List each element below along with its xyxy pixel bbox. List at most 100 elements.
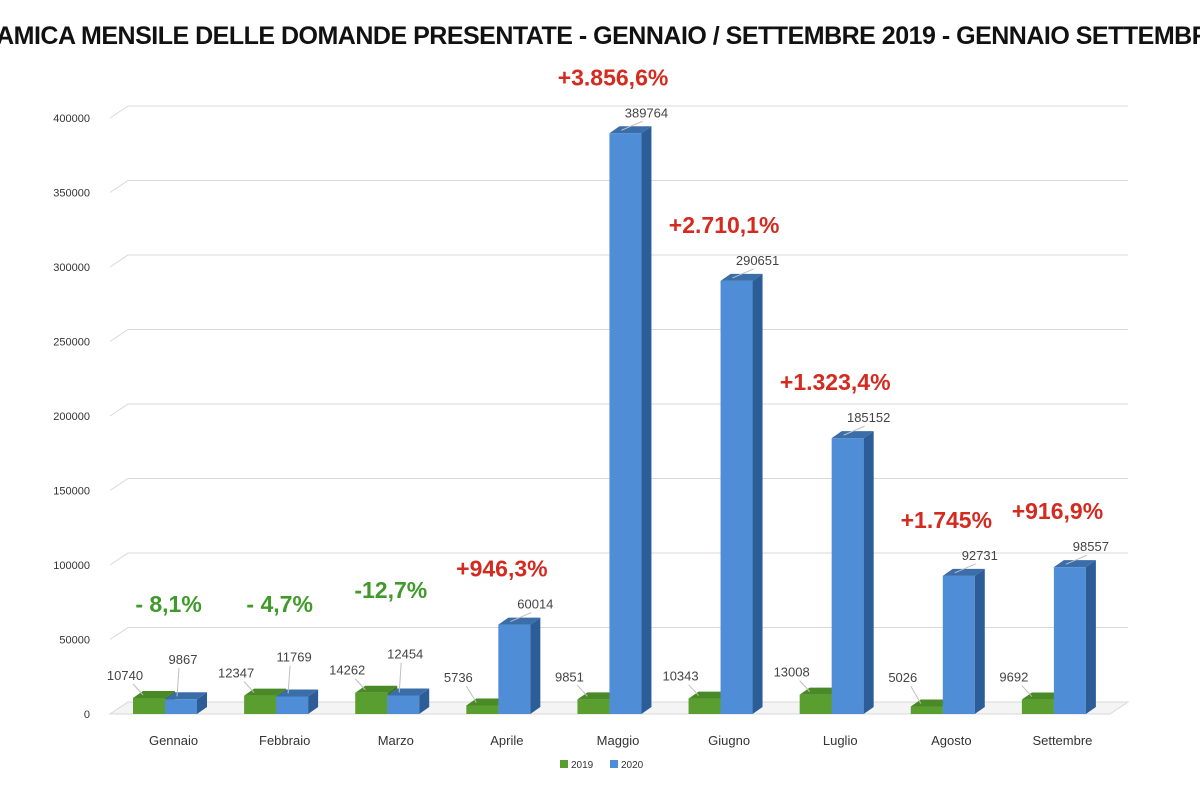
bar-2019-front bbox=[799, 694, 832, 714]
bar-2020-top bbox=[498, 617, 541, 625]
bar-2020-side bbox=[419, 688, 430, 714]
leader-line bbox=[688, 684, 699, 696]
bar-2019-front bbox=[244, 695, 277, 714]
y-tick-label: 350000 bbox=[53, 188, 90, 200]
bar-2019-top bbox=[133, 690, 175, 698]
bar-2020-top bbox=[1053, 560, 1096, 568]
bar-2020 bbox=[498, 617, 541, 714]
value-label-2019: 10740 bbox=[107, 668, 143, 683]
value-label-2019: 9692 bbox=[999, 670, 1028, 685]
gridline bbox=[109, 627, 1128, 640]
bar-2019-top bbox=[799, 687, 842, 695]
value-label-2020: 389764 bbox=[625, 105, 668, 120]
y-tick-label: 300000 bbox=[53, 262, 90, 274]
leader-line bbox=[510, 612, 532, 623]
value-label-2020: 11769 bbox=[277, 650, 312, 665]
x-axis: Gennaio Febbraio Marzo Aprile Maggio Giugno Lu… bbox=[149, 733, 1092, 748]
bar-2020 bbox=[165, 692, 207, 714]
bar-2019-front bbox=[355, 692, 388, 714]
y-tick-label: 400000 bbox=[53, 113, 90, 125]
bar-2020 bbox=[831, 431, 874, 714]
y-tick-label: 150000 bbox=[53, 486, 90, 498]
bar-2020-side bbox=[308, 689, 319, 714]
category-label: Marzo bbox=[378, 733, 414, 748]
bar-2020-front bbox=[276, 696, 309, 714]
bar-2020-side bbox=[197, 692, 207, 714]
bar-2020 bbox=[387, 688, 430, 714]
value-label-2020: 92731 bbox=[962, 548, 998, 563]
bar-2020-front bbox=[1053, 567, 1086, 714]
bar-2019-front bbox=[1021, 699, 1054, 714]
change-label: +2.710,1% bbox=[669, 212, 780, 238]
bar-2020 bbox=[720, 273, 763, 714]
y-tick-label: 200000 bbox=[53, 411, 90, 423]
bar-2020-side bbox=[974, 568, 985, 714]
leader-line bbox=[577, 684, 588, 697]
bar-2020-top bbox=[609, 126, 652, 134]
legend-swatch-2019 bbox=[560, 760, 568, 768]
gridline bbox=[109, 329, 1128, 342]
bar-2020 bbox=[942, 568, 985, 714]
y-tick-label: 100000 bbox=[53, 560, 90, 572]
value-label-2020: 9867 bbox=[169, 652, 198, 667]
value-label-2020: 98557 bbox=[1073, 539, 1109, 554]
value-label-2020: 60014 bbox=[517, 597, 553, 612]
category-label: Settembre bbox=[1032, 733, 1092, 748]
category-label: Febbraio bbox=[259, 733, 310, 748]
bar-2020-top bbox=[942, 568, 985, 576]
bar-2020-side bbox=[641, 126, 652, 714]
leader-line bbox=[732, 268, 754, 279]
category-label: Giugno bbox=[708, 733, 750, 748]
legend-label-2019: 2019 bbox=[571, 760, 594, 771]
leader-line bbox=[1021, 685, 1033, 697]
gridline bbox=[109, 478, 1128, 491]
category-label: Maggio bbox=[597, 733, 640, 748]
leader-line bbox=[910, 685, 922, 704]
bar-2020-front bbox=[387, 695, 420, 714]
gridline bbox=[109, 552, 1128, 566]
value-label-2019: 5026 bbox=[888, 670, 917, 685]
value-label-2020: 12454 bbox=[387, 647, 423, 662]
change-label: +916,9% bbox=[1012, 498, 1103, 524]
bar-2019-front bbox=[688, 698, 721, 714]
bar-2020-top bbox=[387, 688, 430, 696]
bar-2020-side bbox=[863, 431, 874, 714]
leader-line bbox=[954, 563, 976, 574]
leader-line bbox=[799, 680, 811, 692]
legend-swatch-2020 bbox=[610, 760, 618, 768]
bar-2019-front bbox=[910, 706, 943, 714]
y-tick-label: 250000 bbox=[53, 337, 90, 349]
bar-2020-front bbox=[609, 133, 642, 714]
bar-2020 bbox=[1053, 560, 1096, 714]
category-label: Luglio bbox=[823, 733, 858, 748]
y-tick-label: 0 bbox=[84, 709, 90, 721]
bar-2019-top bbox=[910, 699, 953, 707]
legend: 2019 2020 bbox=[560, 760, 644, 771]
bar-2020-top bbox=[165, 692, 207, 700]
leader-line bbox=[243, 681, 255, 693]
category-label: Gennaio bbox=[149, 733, 198, 748]
bar-2019-front bbox=[577, 699, 610, 714]
change-label: +946,3% bbox=[456, 556, 547, 582]
leader-line bbox=[132, 683, 144, 696]
data-labels: 10740 9867 - 8,1% 12347 11769 - 4,7% 14262 1245… bbox=[107, 64, 1109, 704]
bar-2019-front bbox=[133, 697, 165, 714]
leader-line bbox=[465, 685, 477, 703]
gridline bbox=[109, 254, 1128, 268]
value-label-2019: 10343 bbox=[662, 669, 698, 684]
bar-2019-top bbox=[466, 698, 509, 706]
bar-2020-front bbox=[498, 624, 531, 714]
bar-2019-top bbox=[1021, 692, 1064, 700]
bars bbox=[133, 126, 1096, 714]
gridline bbox=[109, 180, 1128, 193]
bar-2020-front bbox=[165, 699, 197, 714]
bar-2020-side bbox=[1085, 560, 1096, 714]
bar-2020-side bbox=[752, 273, 763, 714]
value-label-2020: 290651 bbox=[736, 253, 779, 268]
value-label-2019: 12347 bbox=[218, 666, 254, 681]
legend-label-2020: 2020 bbox=[621, 760, 644, 771]
leader-line bbox=[176, 667, 180, 697]
value-label-2019: 5736 bbox=[444, 670, 473, 685]
change-label: - 4,7% bbox=[246, 591, 312, 617]
